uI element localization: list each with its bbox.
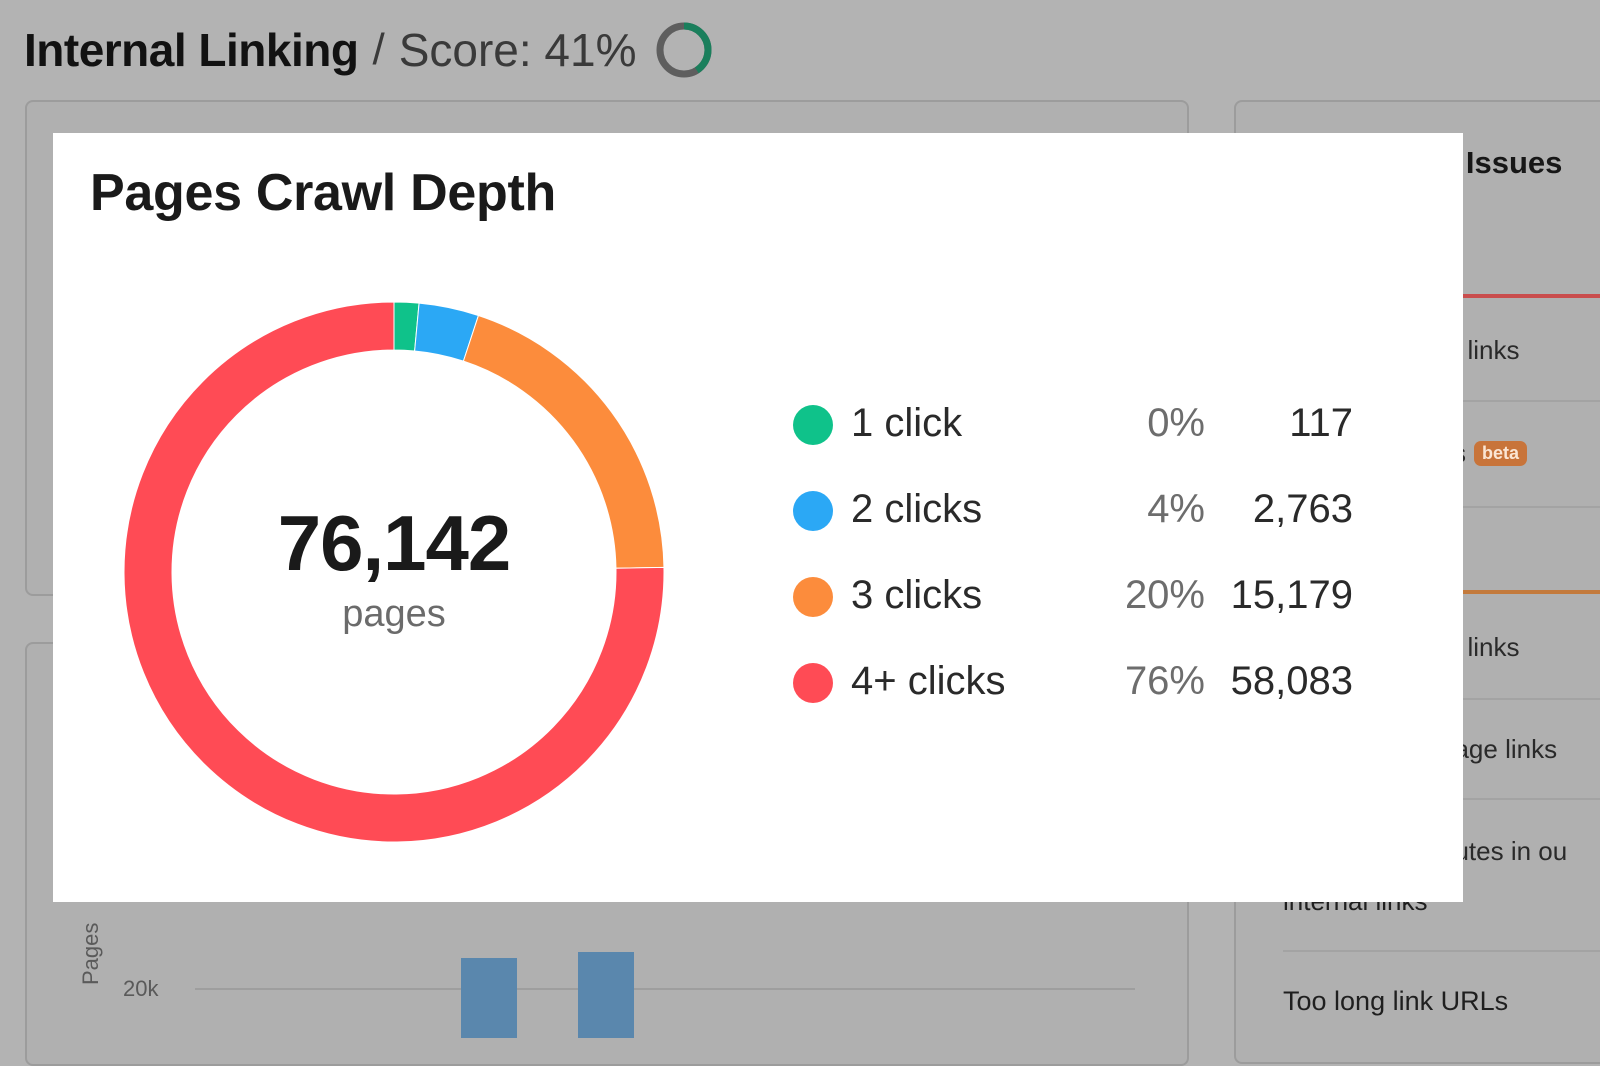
panel-title: Pages Crawl Depth (90, 164, 556, 222)
issue-row[interactable]: butes in ou (1440, 836, 1600, 867)
legend-label: 1 click (851, 401, 963, 445)
legend-label: 2 clicks (851, 487, 983, 531)
divider (1283, 950, 1600, 952)
issues-title: k Issues (1440, 145, 1563, 180)
score-text: Score: 41% (398, 24, 637, 76)
legend-row-1-click[interactable]: 1 click 0% 117 (793, 391, 1353, 477)
issue-row[interactable]: al links (1440, 632, 1600, 663)
score-ring-progress (656, 22, 711, 78)
legend-row-4-plus-clicks[interactable]: 4+ clicks 76% 58,083 (793, 649, 1353, 735)
issue-row[interactable]: al links (1440, 335, 1600, 366)
y-tick-label: 20k (123, 976, 159, 1001)
legend-dot (793, 663, 833, 703)
chart-bar (578, 952, 634, 1038)
y-axis-label: Pages (78, 922, 103, 985)
legend-dot (793, 577, 833, 617)
legend-value: 2,763 (1252, 487, 1353, 531)
title-separator: / (372, 25, 385, 74)
legend-value: 117 (1289, 401, 1353, 445)
total-pages-label: pages (342, 593, 446, 635)
crawl-depth-panel: Pages Crawl Depth 76,142 pages 1 click 0… (53, 133, 1463, 902)
chart-legend: 1 click 0% 117 2 clicks 4% 2,763 3 click… (793, 391, 1353, 735)
issue-row-too-long-urls[interactable]: Too long link URLs (1283, 986, 1509, 1016)
gridline (195, 988, 1135, 990)
issue-row[interactable]: page links (1440, 734, 1600, 765)
legend-percent: 76% (1124, 659, 1205, 703)
legend-value: 58,083 (1230, 659, 1353, 703)
legend-percent: 0% (1147, 401, 1205, 445)
page-header: Internal Linking / Score: 41% (24, 18, 713, 82)
legend-row-3-clicks[interactable]: 3 clicks 20% 15,179 (793, 563, 1353, 649)
legend-value: 15,179 (1230, 573, 1353, 617)
total-pages-value: 76,142 (277, 499, 512, 587)
divider (1463, 798, 1600, 800)
error-divider (1463, 294, 1600, 298)
divider (1463, 698, 1600, 700)
legend-percent: 4% (1147, 487, 1205, 531)
legend-label: 4+ clicks (851, 659, 1006, 703)
donut-slice-4-clicks[interactable] (123, 301, 665, 843)
beta-badge: beta (1474, 441, 1528, 466)
divider (1463, 506, 1600, 508)
legend-dot (793, 491, 833, 531)
page-title: Internal Linking (24, 24, 359, 76)
legend-percent: 20% (1124, 573, 1205, 617)
legend-label: 3 clicks (851, 573, 983, 617)
warning-divider (1463, 590, 1600, 594)
crawl-depth-donut-chart (123, 301, 665, 843)
legend-dot (793, 405, 833, 445)
score-ring-icon (656, 22, 711, 78)
chart-bar (461, 958, 517, 1038)
divider (1463, 400, 1600, 402)
legend-row-2-clicks[interactable]: 2 clicks 4% 2,763 (793, 477, 1353, 563)
